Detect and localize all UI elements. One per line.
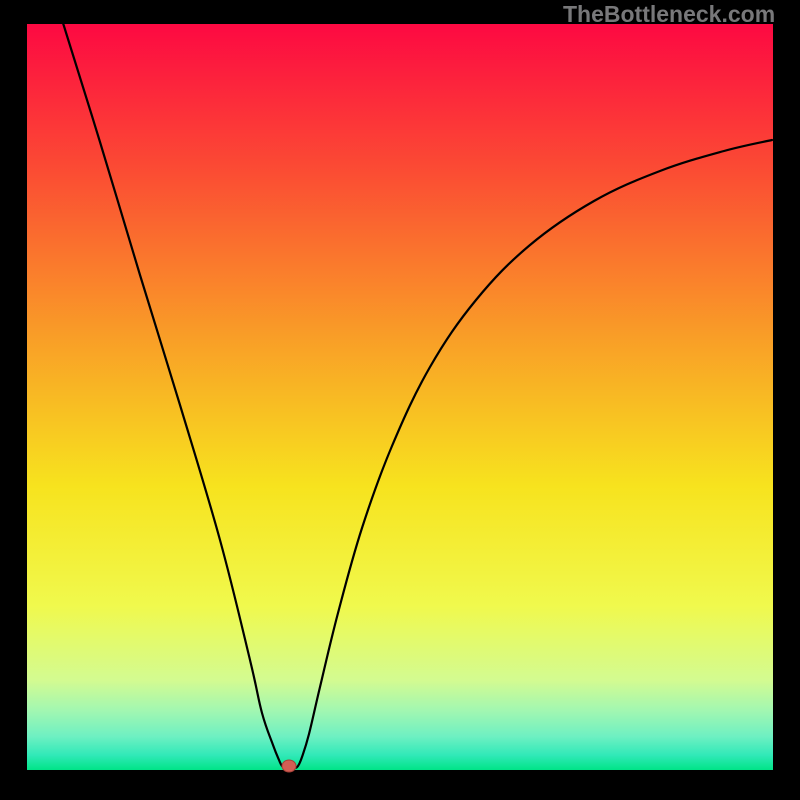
bottleneck-curve bbox=[63, 23, 772, 768]
curve-layer bbox=[0, 0, 800, 800]
chart-frame: TheBottleneck.com bbox=[0, 0, 800, 800]
optimum-marker bbox=[282, 760, 296, 772]
